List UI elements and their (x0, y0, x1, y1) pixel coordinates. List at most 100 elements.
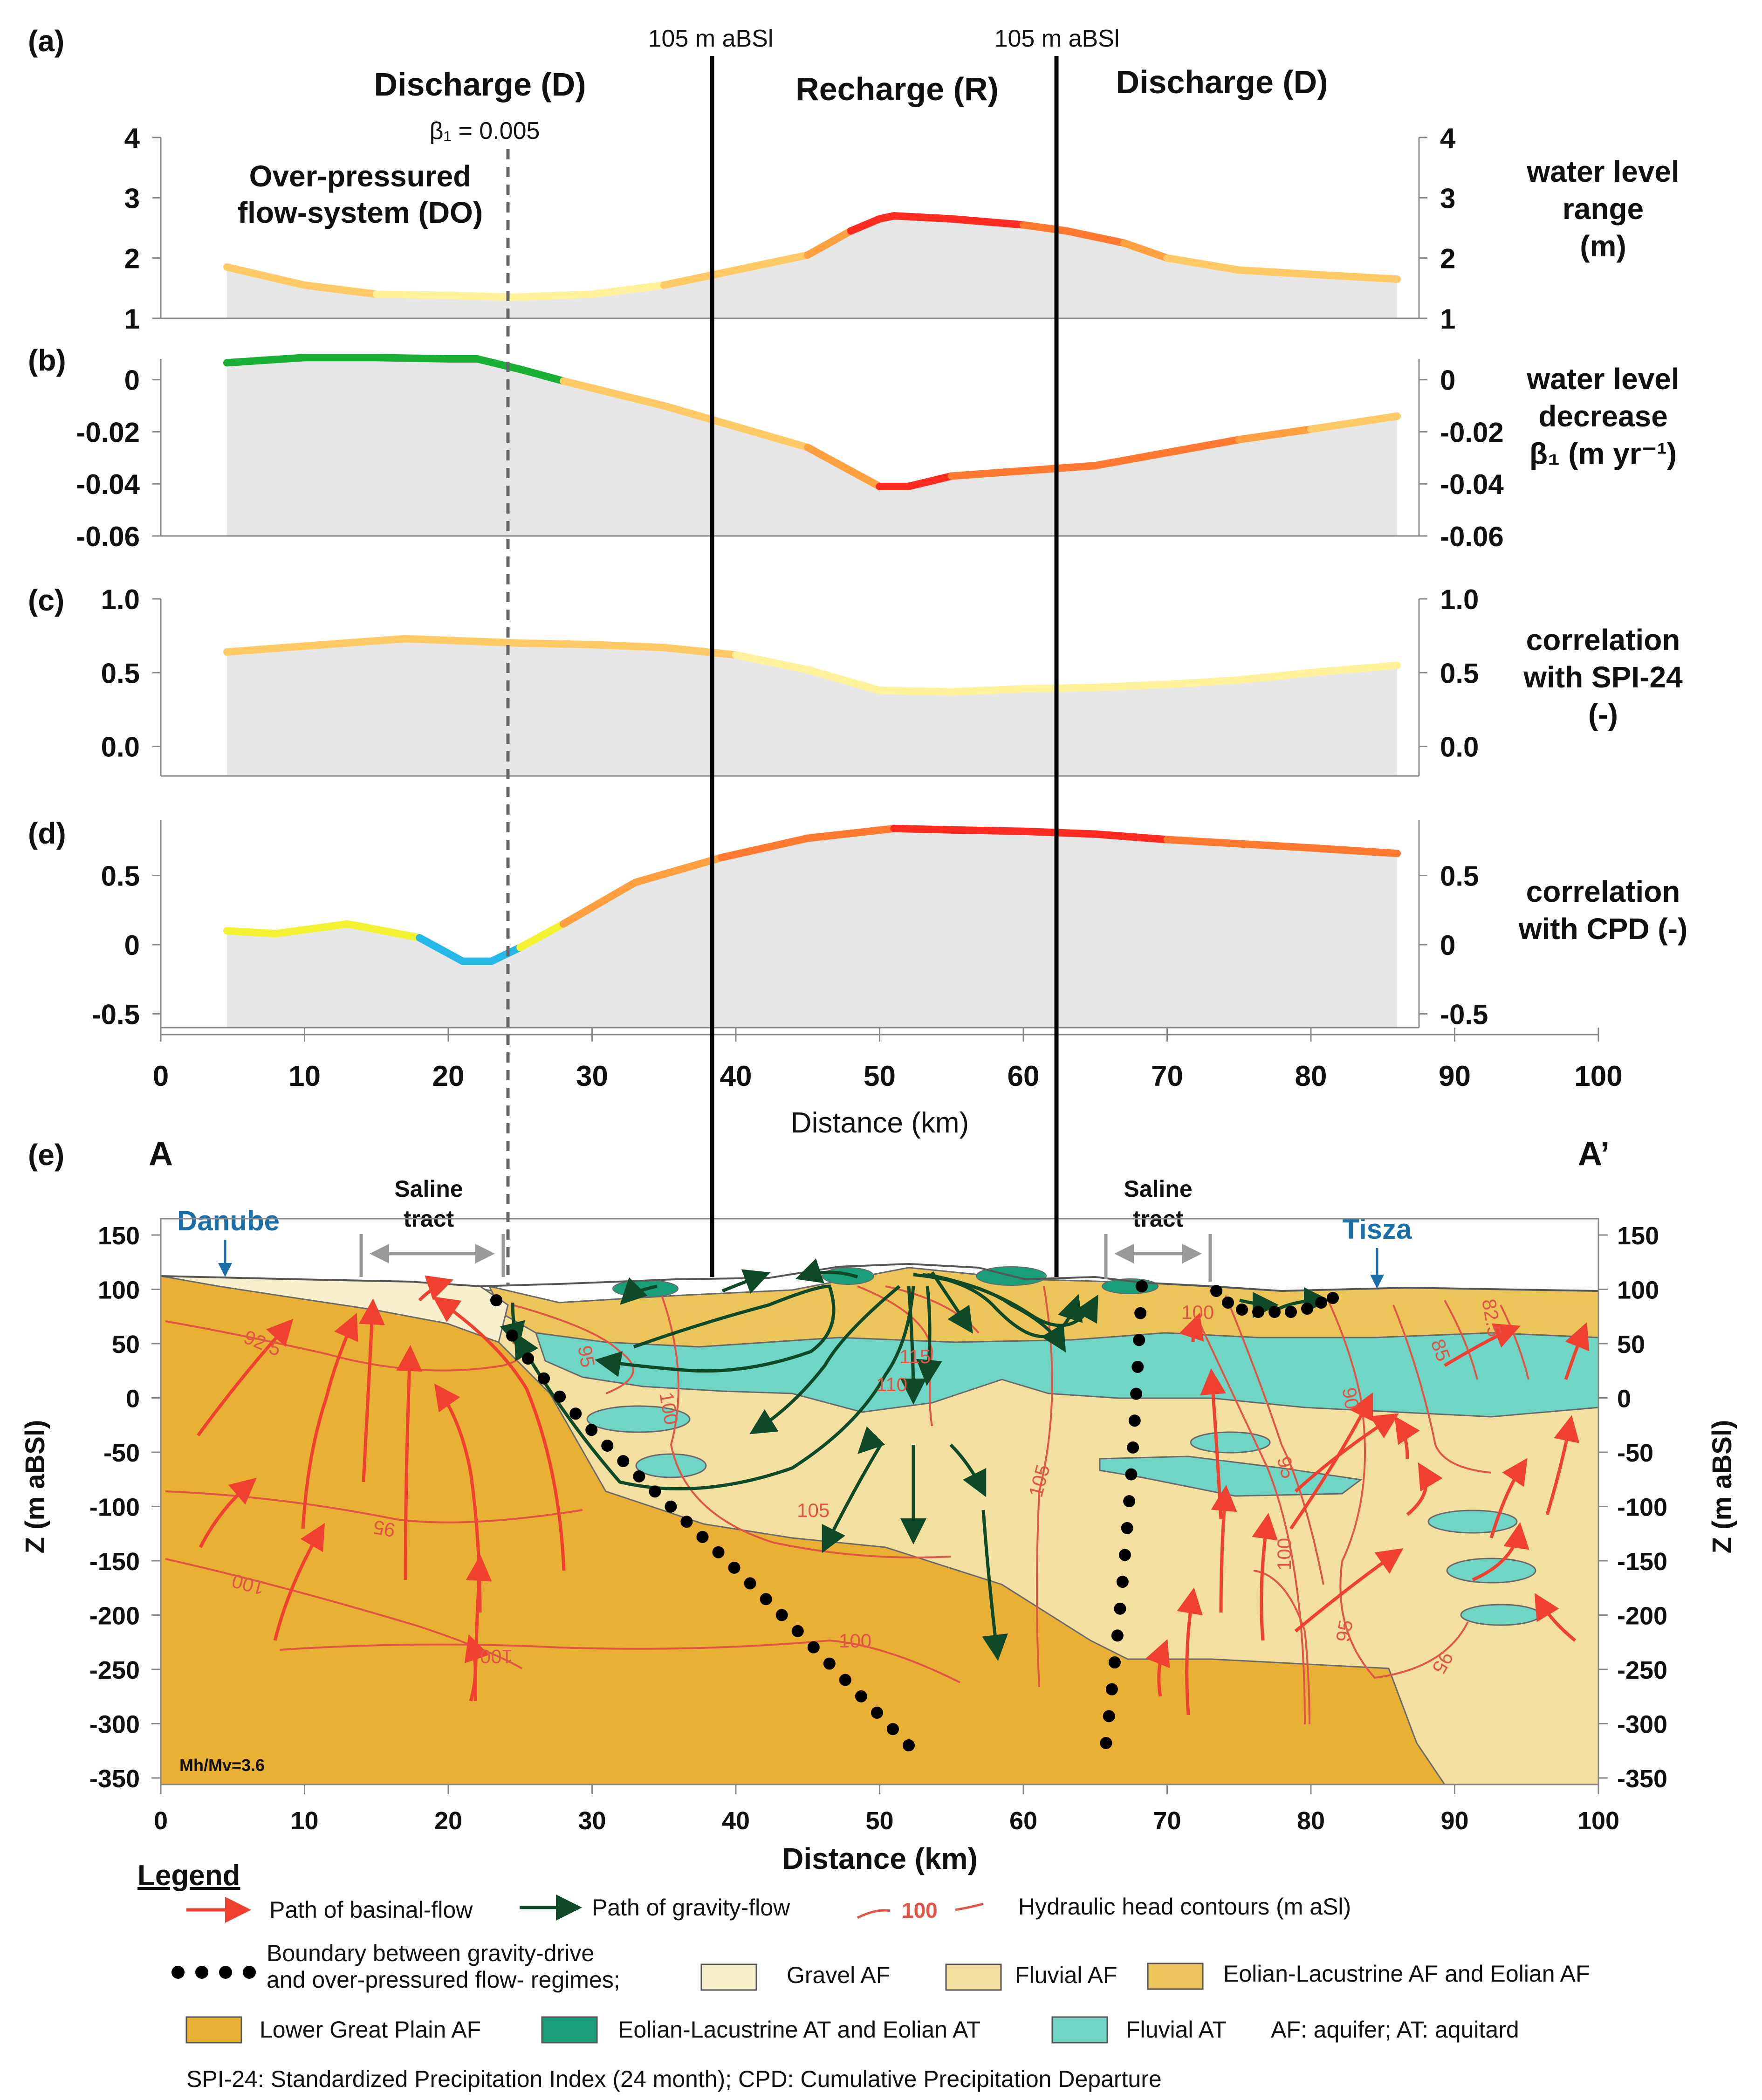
panel-1: 1 1 2 2 3 3 4 4 water level range(m) (124, 123, 1680, 335)
y-tick-label-left: -0.06 (76, 521, 140, 552)
boundary-dot (585, 1424, 598, 1436)
boundary-dot (839, 1674, 851, 1686)
fluvial-at-lens (1427, 1510, 1518, 1534)
z-tick-label-left: 150 (98, 1222, 140, 1250)
y-tick-label-left: 3 (124, 183, 140, 214)
series-segment (416, 934, 466, 965)
boundary-dot (1128, 1414, 1141, 1427)
panel-label-line: β₁ (m yr⁻¹) (1529, 437, 1677, 470)
x-tick-label: 100 (1577, 1807, 1619, 1835)
saline-tract-left-line1: Saline (394, 1176, 463, 1202)
boundary-dot (1130, 1387, 1143, 1400)
series-segment (1020, 462, 1099, 475)
z-tick-label-left: -150 (89, 1548, 140, 1576)
z-tick-label-right: -300 (1617, 1711, 1667, 1739)
series-segment (1020, 684, 1099, 693)
y-tick-label-right: 1 (1440, 303, 1455, 335)
beta-marker-label: β₁ = 0.005 (430, 117, 540, 144)
x-tick-label: 10 (290, 1807, 318, 1835)
fluvial-af-swatch (945, 1963, 1002, 1991)
z-tick-label-left: 50 (112, 1331, 140, 1359)
y-tick-label-left: 1 (124, 303, 140, 335)
z-tick-label-right: 150 (1617, 1222, 1659, 1250)
x-tick-label: 30 (576, 1060, 608, 1092)
fluvial-at-swatch (1051, 2016, 1108, 2044)
section-start-label: A (149, 1135, 173, 1173)
y-tick-label-right: 4 (1440, 123, 1456, 154)
river-danube: Danube (177, 1205, 280, 1236)
series-segment (223, 642, 309, 656)
panel-area (226, 357, 1398, 536)
series-segment (660, 266, 740, 289)
z-tick-label-left: 100 (98, 1276, 140, 1304)
fluvial-at-lens (586, 1405, 691, 1433)
z-tick-label-right: 100 (1617, 1276, 1659, 1304)
panel-label-line: water level (1526, 155, 1679, 188)
discharge-left-label: Discharge (D) (374, 66, 586, 103)
boundary-dot (744, 1577, 756, 1590)
x-tick-label: 50 (865, 1807, 893, 1835)
series-segment (732, 651, 812, 673)
y-tick-label-right: 0 (1440, 365, 1455, 396)
boundary-dot (554, 1390, 566, 1403)
boundary-dot (1268, 1306, 1281, 1318)
panel-letter-e: (e) (28, 1138, 64, 1172)
legend-boundary-line1: Boundary between gravity-drive (267, 1940, 594, 1966)
line-panels: 1 1 2 2 3 3 4 4 water level range(m) 0 0 -0.02 -0.02 -… (28, 123, 1687, 1030)
series-segment (223, 354, 309, 367)
boundary-dot (712, 1546, 725, 1558)
fluvial-at-lens (1099, 1455, 1363, 1497)
series-segment (1235, 840, 1315, 852)
boundary-dot (665, 1500, 677, 1513)
boundary-dot (569, 1407, 582, 1420)
legend-abbrev: AF: aquifer; AT: aquitard (1271, 2017, 1519, 2043)
series-segment (1307, 844, 1401, 858)
legend-basinal: Path of basinal-flow (269, 1897, 473, 1923)
series-segment (559, 878, 639, 928)
panel-label-line: (m) (1580, 229, 1626, 263)
x-tick-label: 70 (1153, 1807, 1181, 1835)
saline-tract-right-bracket (1104, 1234, 1212, 1282)
z-tick-label-left: -200 (89, 1602, 140, 1630)
boundary-dot (522, 1352, 535, 1365)
y-tick-label-left: -0.04 (76, 469, 140, 500)
y-tick-label-left: 0 (124, 365, 140, 396)
panel-letter: (d) (28, 817, 66, 850)
panel-label-line: range (1563, 192, 1644, 226)
contour-labels: 92.5 95 100 100 95 115 110 100 105 100 1… (229, 1297, 1506, 1677)
x-tick-label: 80 (1295, 1060, 1327, 1092)
hydrogeologic-cross-section: Danube Tisza Saline tract Saline tract 9… (160, 1176, 1599, 1785)
y-tick-label-right: -0.06 (1440, 521, 1504, 552)
z-tick-label-right: 50 (1617, 1331, 1645, 1359)
series-segment (445, 291, 518, 301)
panel-area (226, 638, 1398, 776)
series-segment (1020, 827, 1099, 838)
series-segment (372, 290, 452, 299)
gravity-flow-arrows (500, 1258, 1330, 1661)
gravel-af-swatch (700, 1963, 757, 1991)
legend-gravity: Path of gravity-flow (592, 1894, 790, 1921)
series-segment (1163, 836, 1243, 848)
legend-boundary-line2: and over-pressured flow- regimes; (267, 1967, 620, 1993)
boundary-dot (1114, 1602, 1126, 1615)
series-segment (1091, 830, 1171, 844)
series-segment (1120, 239, 1171, 262)
series-segment (1091, 680, 1171, 691)
series-segment (876, 686, 955, 696)
x-tick-label: 10 (288, 1060, 321, 1092)
panel-label-line: (-) (1588, 698, 1618, 731)
boundary-swatch (171, 1966, 256, 1979)
x-tick-label: 0 (153, 1060, 169, 1092)
y-tick-label-left: 0.0 (101, 732, 140, 763)
z-tick-label-left: -50 (103, 1439, 140, 1467)
boundary-dot (1315, 1297, 1327, 1309)
series-segment (660, 402, 740, 431)
series-segment (890, 212, 955, 223)
y-tick-label-left: -0.5 (92, 999, 140, 1030)
boundary-dot (1111, 1629, 1124, 1642)
series-segment (847, 215, 884, 235)
boundary-dot (1125, 1468, 1138, 1481)
series-segment (301, 281, 380, 298)
z-tick-label-right: 0 (1617, 1385, 1631, 1413)
